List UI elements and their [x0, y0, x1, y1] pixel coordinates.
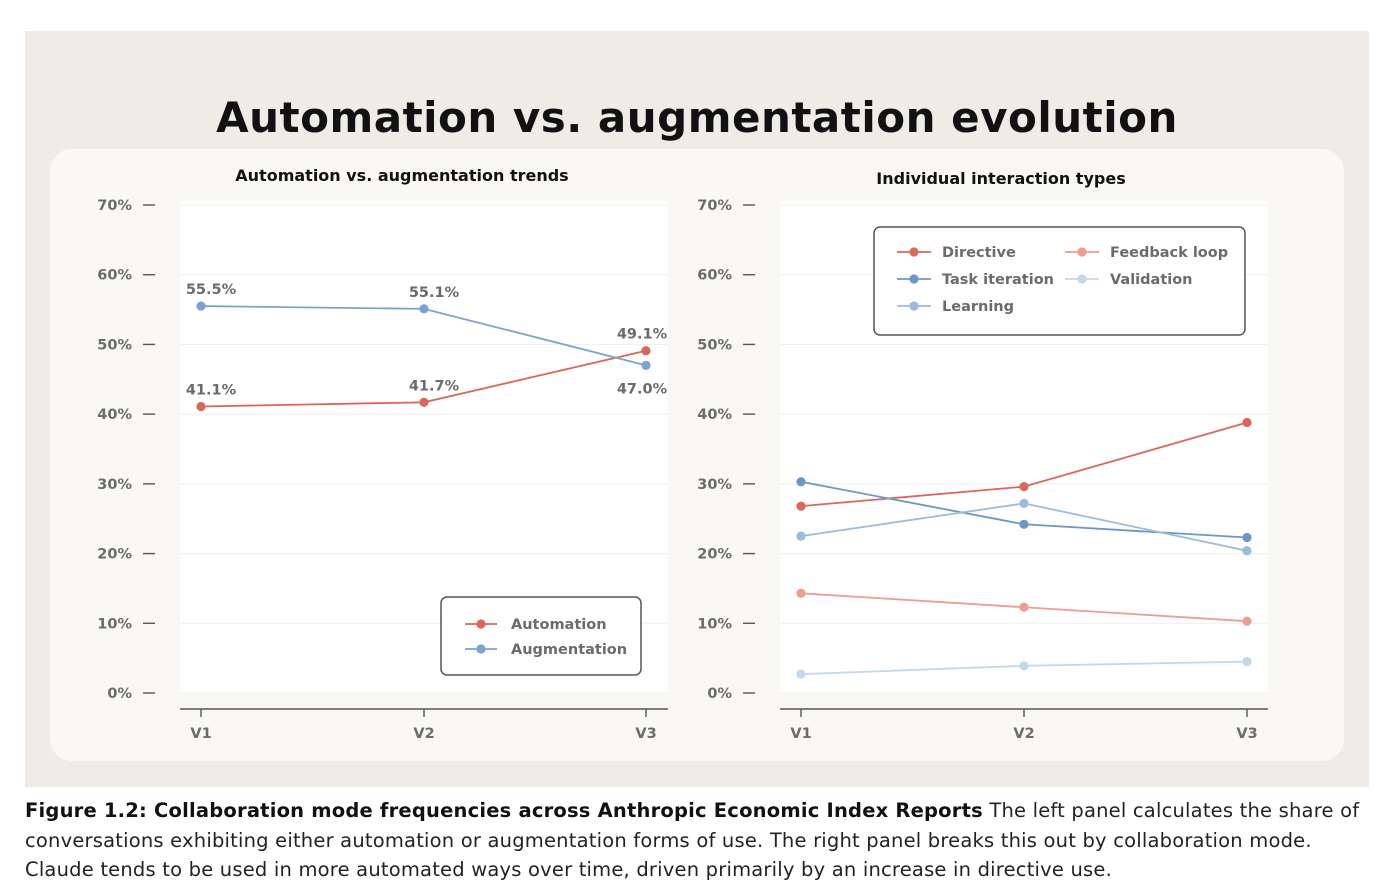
figure-panel: Automation vs. augmentation evolution 0%…	[25, 31, 1369, 787]
right-point-validation	[1019, 661, 1029, 671]
right-point-task_iteration	[796, 477, 806, 487]
right-y-tick-label: 60%	[697, 268, 732, 284]
left-legend-label-augmentation: Augmentation	[511, 642, 627, 658]
left-y-tick-label: 60%	[97, 268, 132, 284]
right-y-tick-label: 20%	[697, 547, 732, 563]
right-legend-label-learning: Learning	[942, 299, 1014, 315]
right-x-tick-label: V1	[790, 726, 811, 742]
right-y-tick-label: 10%	[697, 616, 732, 632]
right-x-tick-label: V3	[1236, 726, 1257, 742]
right-x-tick-label: V2	[1013, 726, 1034, 742]
right-point-directive	[796, 501, 806, 511]
right-legend-marker-feedback_loop	[1077, 247, 1087, 257]
left-data-label-automation: 41.1%	[186, 382, 237, 398]
figure-title: Automation vs. augmentation evolution	[216, 93, 1178, 142]
right-y-tick-label: 40%	[697, 407, 732, 423]
right-legend-marker-learning	[909, 301, 919, 311]
left-x-tick-label: V3	[635, 726, 656, 742]
chart-card: 0% 10% 20% 30% 40% 50% 60% 70% V1 V2 V3 Automation …	[50, 149, 1344, 761]
left-legend-marker-automation	[476, 619, 486, 629]
caption-text: The left panel calculates the share of c…	[25, 799, 1360, 881]
left-y-tick-label: 40%	[97, 407, 132, 423]
right-legend-label-validation: Validation	[1110, 272, 1193, 288]
right-point-directive	[1242, 417, 1252, 428]
left-data-label-augmentation: 55.5%	[186, 282, 237, 298]
right-legend-marker-validation	[1077, 274, 1087, 284]
right-point-learning	[796, 531, 806, 541]
right-legend-label-feedback_loop: Feedback loop	[1110, 245, 1228, 261]
right-point-learning	[1242, 546, 1252, 556]
left-legend-label-automation: Automation	[511, 617, 607, 633]
right-point-task_iteration	[1019, 519, 1029, 529]
right-legend-marker-task_iteration	[909, 274, 919, 284]
left-y-tick-label: 20%	[97, 547, 132, 563]
left-data-label-augmentation: 47.0%	[617, 381, 668, 397]
left-legend	[440, 596, 642, 676]
left-y-tick-label: 50%	[97, 337, 132, 353]
right-legend-label-task_iteration: Task iteration	[942, 272, 1054, 288]
right-point-directive	[1019, 482, 1029, 492]
right-legend	[873, 226, 1246, 336]
left-point-automation	[641, 346, 651, 356]
right-y-tick-label: 50%	[697, 337, 732, 353]
figure-caption: Figure 1.2: Collaboration mode frequenci…	[25, 796, 1369, 885]
left-point-automation	[196, 401, 206, 412]
left-point-augmentation	[419, 304, 429, 314]
left-y-tick-label: 0%	[107, 686, 132, 702]
charts-canvas: 0% 10% 20% 30% 40% 50% 60% 70% V1 V2 V3 Automation …	[97, 166, 1268, 742]
right-point-validation	[1242, 657, 1252, 667]
right-y-tick-label: 30%	[697, 477, 732, 493]
left-data-label-automation: 41.7%	[409, 378, 460, 394]
caption-title: Figure 1.2: Collaboration mode frequenci…	[25, 799, 983, 822]
right-point-feedback_loop	[1242, 616, 1252, 626]
left-chart-title: Automation vs. augmentation trends	[235, 166, 568, 185]
left-y-tick-label: 10%	[97, 616, 132, 632]
right-point-task_iteration	[1242, 532, 1252, 543]
left-y-tick-label: 30%	[97, 477, 132, 493]
left-y-tick-label: 70%	[97, 198, 132, 214]
right-y-tick-label: 0%	[707, 686, 732, 702]
right-point-validation	[796, 669, 806, 679]
right-legend-marker-directive	[909, 247, 919, 257]
left-data-label-augmentation: 55.1%	[409, 285, 460, 301]
left-point-augmentation	[641, 360, 651, 370]
left-point-augmentation	[196, 301, 206, 311]
left-point-automation	[419, 397, 429, 407]
right-point-feedback_loop	[796, 588, 806, 598]
right-y-tick-label: 70%	[697, 198, 732, 214]
left-x-tick-label: V2	[413, 726, 434, 742]
right-chart-title: Individual interaction types	[876, 169, 1125, 188]
right-legend-label-directive: Directive	[942, 245, 1016, 261]
right-point-feedback_loop	[1019, 602, 1029, 612]
left-data-label-automation: 49.1%	[617, 327, 668, 343]
left-x-tick-label: V1	[190, 726, 211, 742]
right-point-learning	[1019, 498, 1029, 508]
left-legend-marker-augmentation	[476, 644, 486, 654]
